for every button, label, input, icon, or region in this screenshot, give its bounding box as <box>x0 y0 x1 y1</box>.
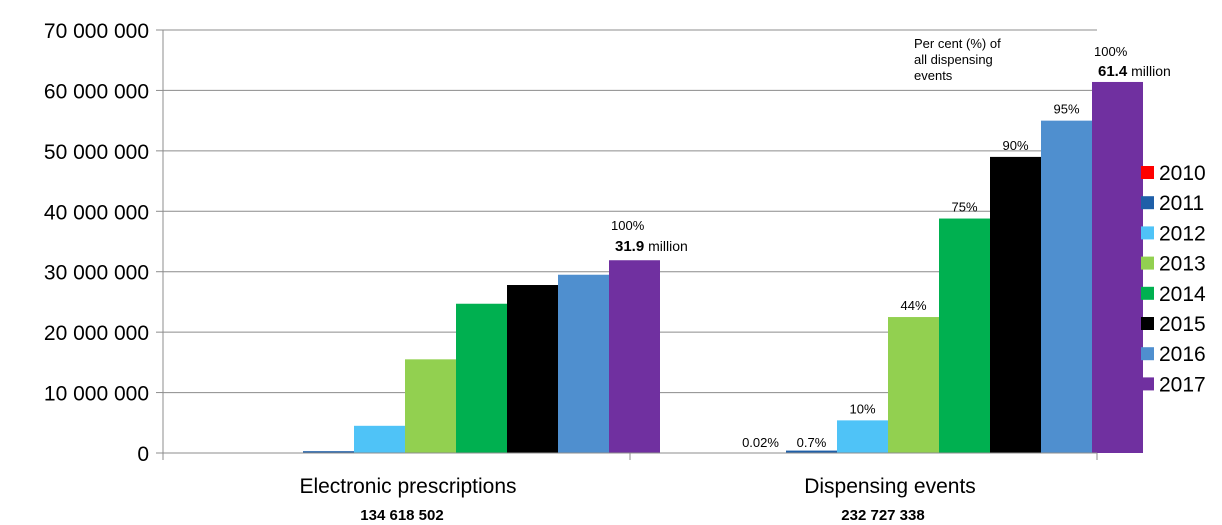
x-axis: Electronic prescriptions 134 618 502 Dispe… <box>162 452 1098 524</box>
category-total: 134 618 502 <box>360 507 443 524</box>
bar-2016-electronic-prescriptions <box>558 274 609 453</box>
bar-2012-dispensing-events <box>837 420 888 453</box>
annotation-ep-value: 31.9 million <box>615 238 688 255</box>
legend-swatch-2012 <box>1141 226 1154 240</box>
annotation-ep-percent: 100% <box>611 218 645 233</box>
bar-2011-dispensing-events <box>786 450 837 453</box>
bar-2017-dispensing-events <box>1092 81 1143 454</box>
bar-2014-electronic-prescriptions <box>456 303 507 453</box>
bar-2015-electronic-prescriptions <box>507 285 558 453</box>
bar-2013-electronic-prescriptions <box>405 359 456 453</box>
y-tick-label: 0 <box>137 443 149 466</box>
bar-data-label: 75% <box>951 200 977 215</box>
annotation-de-value: 61.4 million <box>1098 63 1171 80</box>
legend-swatch-2016 <box>1141 347 1154 361</box>
y-tick-label: 70 000 000 <box>44 20 149 43</box>
annotation-percent-note: Per cent (%) of all dispensing events <box>914 36 1001 83</box>
bar-2013-dispensing-events <box>888 317 939 453</box>
bar-2014-dispensing-events <box>939 218 990 453</box>
legend-label-2013: 2013 <box>1159 253 1206 276</box>
bar-data-label: 0.02% <box>742 435 779 450</box>
y-tick-label: 10 000 000 <box>44 383 149 406</box>
category-total: 232 727 338 <box>841 507 924 524</box>
legend-swatch-2010 <box>1141 166 1154 179</box>
bar-2017-electronic-prescriptions <box>609 260 660 453</box>
bar-2015-dispensing-events <box>990 156 1041 453</box>
bar-2011-electronic-prescriptions <box>303 451 354 453</box>
legend-swatch-2015 <box>1141 317 1154 330</box>
bar-2016-dispensing-events <box>1041 120 1092 454</box>
y-tick-label: 40 000 000 <box>44 201 149 224</box>
data-labels: 0.02% 0.7% 10% 44% 75% 90% 95% 100% 31.9 million… <box>611 36 1171 450</box>
legend-label-2014: 2014 <box>1159 283 1206 306</box>
bar-2012-electronic-prescriptions <box>354 425 405 453</box>
legend-label-2012: 2012 <box>1159 222 1206 245</box>
legend-label-2016: 2016 <box>1159 343 1206 366</box>
legend-swatch-2017 <box>1141 377 1154 391</box>
y-tick-label: 50 000 000 <box>44 141 149 164</box>
legend-label-2015: 2015 <box>1159 313 1206 336</box>
legend-label-2010: 2010 <box>1159 162 1206 185</box>
category-label: Dispensing events <box>804 475 976 498</box>
bar-data-label: 0.7% <box>797 435 827 450</box>
y-tick-label: 20 000 000 <box>44 322 149 345</box>
legend-swatch-2014 <box>1141 286 1154 300</box>
bars <box>303 81 1143 454</box>
bar-data-label: 10% <box>849 401 875 416</box>
legend-label-2011: 2011 <box>1159 192 1204 215</box>
legend: 2010 2011 2012 2013 2014 2015 2016 2017 <box>1141 162 1206 396</box>
bar-data-label: 44% <box>900 298 926 313</box>
y-tick-label: 60 000 000 <box>44 80 149 103</box>
bar-data-label: 95% <box>1053 102 1079 117</box>
y-axis: 0 10 000 000 20 000 000 30 000 000 40 000 00… <box>44 20 164 466</box>
bar-data-label: 90% <box>1002 138 1028 153</box>
legend-swatch-2011 <box>1141 196 1154 210</box>
annotation-de-percent: 100% <box>1094 44 1128 59</box>
legend-swatch-2013 <box>1141 256 1154 270</box>
legend-label-2017: 2017 <box>1159 373 1206 396</box>
category-label: Electronic prescriptions <box>299 475 516 498</box>
y-tick-label: 30 000 000 <box>44 262 149 285</box>
